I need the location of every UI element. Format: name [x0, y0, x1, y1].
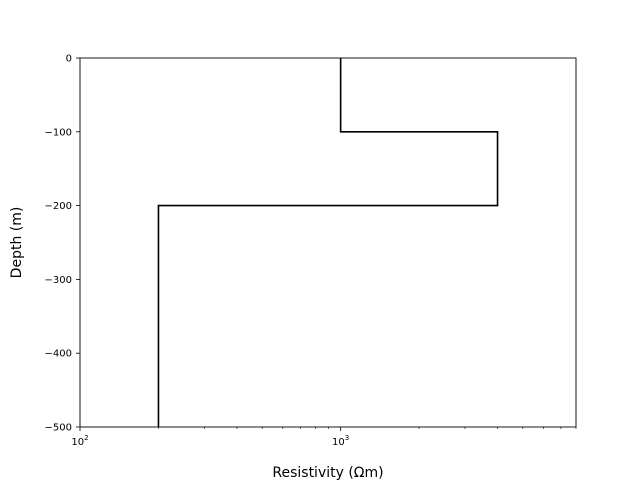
x-axis-label: Resistivity (Ωm) [272, 465, 383, 480]
y-tick-label: 0 [66, 54, 72, 65]
y-tick-label: −100 [45, 127, 72, 138]
series-layer [157, 58, 499, 427]
y-tick-label: −400 [45, 349, 72, 360]
x-tick-label: 103 [332, 434, 349, 448]
series-line-0 [157, 58, 499, 427]
x-tick-label: 102 [71, 434, 88, 448]
y-tick-label: −200 [45, 201, 72, 212]
y-axis-label: Depth (m) [9, 207, 25, 279]
y-tick-label: −500 [45, 423, 72, 434]
y-tick-label: −300 [45, 275, 72, 286]
plot-frame [79, 57, 577, 428]
